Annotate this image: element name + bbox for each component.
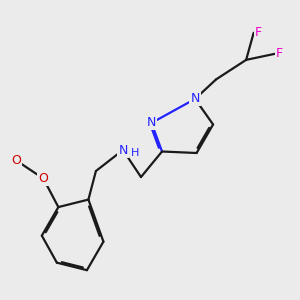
Text: H: H xyxy=(131,148,139,158)
Text: N: N xyxy=(147,116,156,130)
Text: O: O xyxy=(38,172,48,185)
Text: N: N xyxy=(118,143,128,157)
Text: F: F xyxy=(255,26,262,39)
Text: O: O xyxy=(11,154,21,167)
Text: F: F xyxy=(276,47,283,60)
Text: N: N xyxy=(190,92,200,105)
